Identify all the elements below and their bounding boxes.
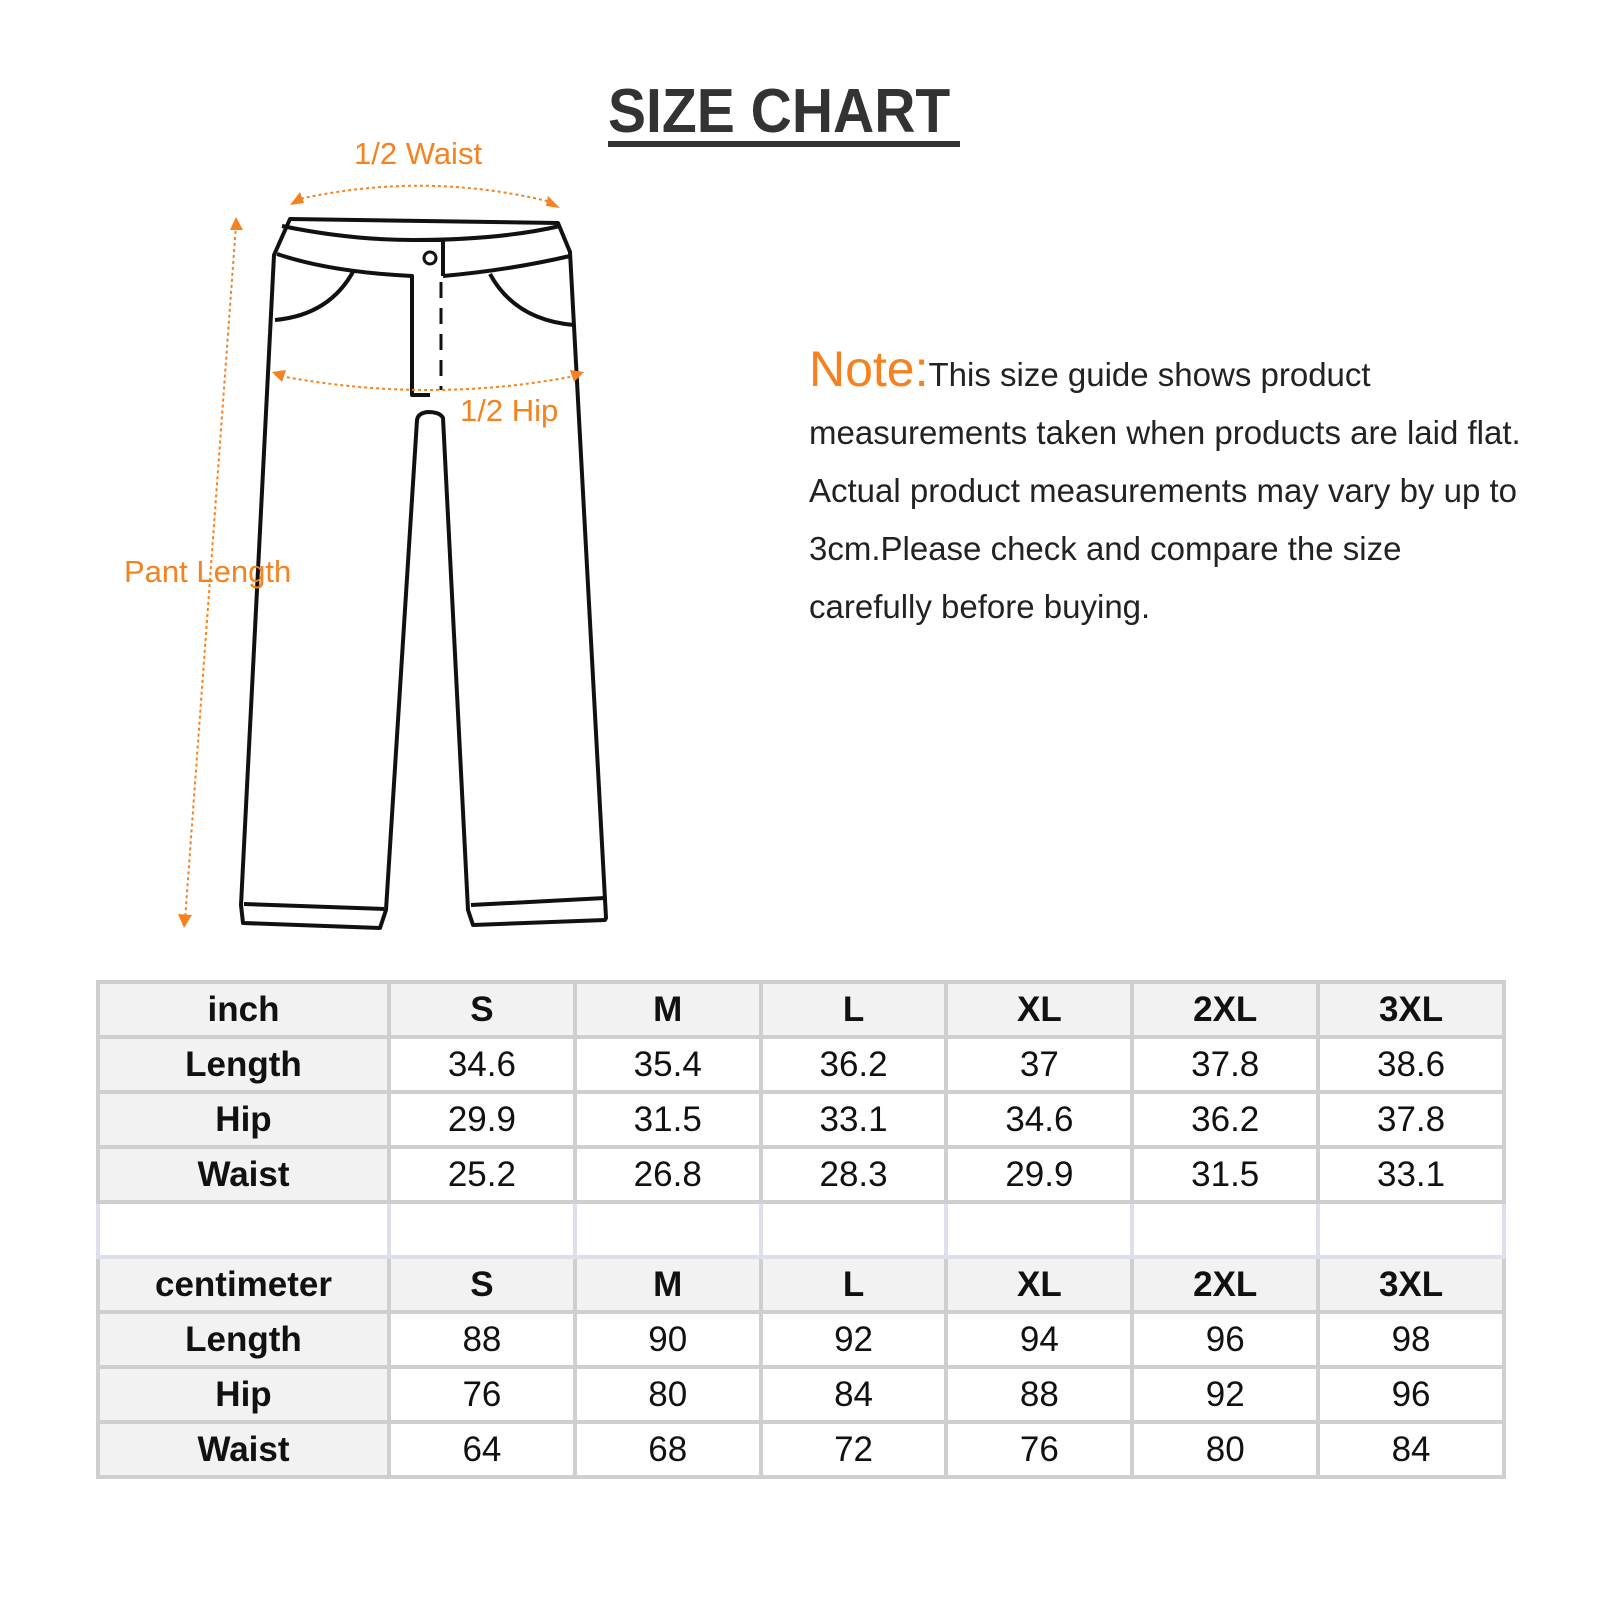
value-cell: 88 xyxy=(944,1365,1135,1424)
value-cell: 96 xyxy=(1316,1365,1506,1424)
empty-cell xyxy=(96,1200,391,1259)
value-cell: 36.2 xyxy=(1130,1090,1321,1149)
size-note: Note:This size guide shows product measu… xyxy=(809,340,1529,636)
value-cell: 28.3 xyxy=(758,1145,949,1204)
value-cell: 38.6 xyxy=(1316,1035,1506,1094)
row-label: Hip xyxy=(96,1365,391,1424)
size-header: 2XL xyxy=(1130,980,1321,1039)
unit-header: centimeter xyxy=(96,1255,391,1314)
note-text: This size guide shows product measuremen… xyxy=(809,356,1521,625)
value-cell: 80 xyxy=(572,1365,763,1424)
size-header: XL xyxy=(944,1255,1135,1314)
value-cell: 72 xyxy=(758,1420,949,1479)
value-cell: 90 xyxy=(572,1310,763,1369)
table-row: Waist 64 68 72 76 80 84 xyxy=(96,1420,1506,1479)
value-cell: 64 xyxy=(387,1420,577,1479)
size-header: 2XL xyxy=(1130,1255,1321,1314)
row-label: Waist xyxy=(96,1420,391,1479)
empty-cell xyxy=(572,1200,763,1259)
size-header: M xyxy=(572,980,763,1039)
empty-cell xyxy=(1316,1200,1506,1259)
pants-diagram xyxy=(178,184,608,930)
value-cell: 29.9 xyxy=(944,1145,1135,1204)
size-header: S xyxy=(387,980,577,1039)
table-header-row: inch S M L XL 2XL 3XL xyxy=(96,980,1506,1039)
value-cell: 36.2 xyxy=(758,1035,949,1094)
value-cell: 26.8 xyxy=(572,1145,763,1204)
size-header: S xyxy=(387,1255,577,1314)
table-row: Waist 25.2 26.8 28.3 29.9 31.5 33.1 xyxy=(96,1145,1506,1204)
value-cell: 33.1 xyxy=(1316,1145,1506,1204)
empty-cell xyxy=(387,1200,577,1259)
size-header: XL xyxy=(944,980,1135,1039)
pants-outline-icon xyxy=(239,217,608,930)
value-cell: 76 xyxy=(944,1420,1135,1479)
value-cell: 29.9 xyxy=(387,1090,577,1149)
measure-arrows xyxy=(184,184,581,921)
spacer-row xyxy=(96,1200,1506,1259)
table-row: Hip 76 80 84 88 92 96 xyxy=(96,1365,1506,1424)
table-row: Length 88 90 92 94 96 98 xyxy=(96,1310,1506,1369)
value-cell: 76 xyxy=(387,1365,577,1424)
value-cell: 37.8 xyxy=(1316,1090,1506,1149)
value-cell: 34.6 xyxy=(944,1090,1135,1149)
value-cell: 34.6 xyxy=(387,1035,577,1094)
hip-label: 1/2 Hip xyxy=(460,393,559,428)
value-cell: 84 xyxy=(758,1365,949,1424)
table-row: Hip 29.9 31.5 33.1 34.6 36.2 37.8 xyxy=(96,1090,1506,1149)
value-cell: 84 xyxy=(1316,1420,1506,1479)
value-cell: 68 xyxy=(572,1420,763,1479)
size-header: M xyxy=(572,1255,763,1314)
table-header-row: centimeter S M L XL 2XL 3XL xyxy=(96,1255,1506,1314)
table-row: Length 34.6 35.4 36.2 37 37.8 38.6 xyxy=(96,1035,1506,1094)
value-cell: 33.1 xyxy=(758,1090,949,1149)
arrowheads-icon xyxy=(178,192,584,928)
value-cell: 25.2 xyxy=(387,1145,577,1204)
value-cell: 94 xyxy=(944,1310,1135,1369)
value-cell: 37 xyxy=(944,1035,1135,1094)
value-cell: 35.4 xyxy=(572,1035,763,1094)
size-header: 3XL xyxy=(1316,1255,1506,1314)
value-cell: 80 xyxy=(1130,1420,1321,1479)
value-cell: 96 xyxy=(1130,1310,1321,1369)
empty-cell xyxy=(1130,1200,1321,1259)
size-header: L xyxy=(758,980,949,1039)
empty-cell xyxy=(758,1200,949,1259)
unit-header: inch xyxy=(96,980,391,1039)
value-cell: 92 xyxy=(1130,1365,1321,1424)
value-cell: 31.5 xyxy=(572,1090,763,1149)
title-underline xyxy=(608,141,960,147)
value-cell: 98 xyxy=(1316,1310,1506,1369)
waist-label: 1/2 Waist xyxy=(354,136,483,171)
row-label: Length xyxy=(96,1035,391,1094)
size-header: 3XL xyxy=(1316,980,1506,1039)
row-label: Hip xyxy=(96,1090,391,1149)
length-label: Pant Length xyxy=(124,554,292,589)
page-title: SIZE CHART xyxy=(608,77,951,146)
value-cell: 37.8 xyxy=(1130,1035,1321,1094)
size-table: inch S M L XL 2XL 3XL Length 34.6 35.4 36.2 37 37.8 3… xyxy=(96,980,1506,1479)
note-heading: Note: xyxy=(809,341,929,397)
empty-cell xyxy=(944,1200,1135,1259)
value-cell: 88 xyxy=(387,1310,577,1369)
row-label: Length xyxy=(96,1310,391,1369)
size-header: L xyxy=(758,1255,949,1314)
value-cell: 31.5 xyxy=(1130,1145,1321,1204)
value-cell: 92 xyxy=(758,1310,949,1369)
row-label: Waist xyxy=(96,1145,391,1204)
